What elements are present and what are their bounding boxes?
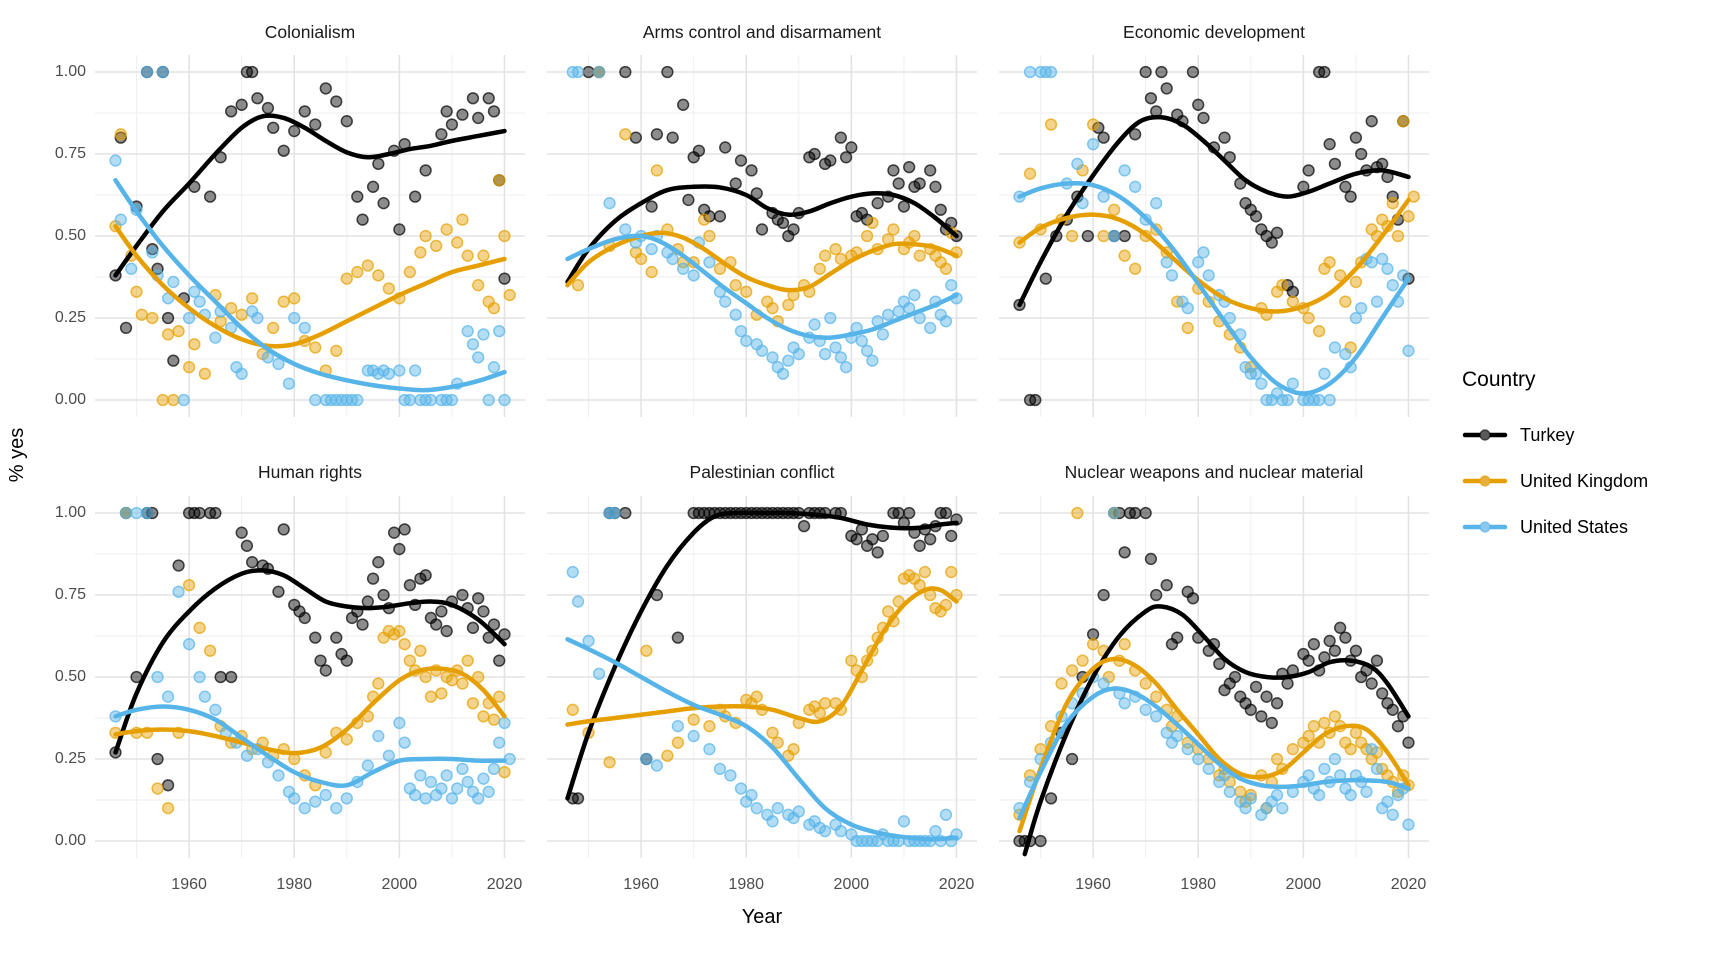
facet-panel-colonialism	[95, 55, 525, 417]
legend-label: United Kingdom	[1520, 470, 1649, 491]
y-axis-title: % yes	[6, 427, 28, 483]
points-turkey	[1013, 506, 1415, 848]
points-united-states	[566, 65, 963, 380]
smooth-line-turkey	[113, 568, 507, 755]
smooth-line-united-states	[565, 233, 959, 340]
legend-key-united-states	[1462, 521, 1508, 533]
x-tick-label: 1980	[1180, 876, 1217, 893]
facet-title-palestinian-conflict: Palestinian conflict	[689, 462, 835, 482]
y-tick-label: 0.50	[54, 227, 86, 244]
x-tick-label: 1960	[623, 876, 659, 893]
points-united-kingdom	[109, 128, 516, 407]
x-tick-label: 2000	[381, 876, 418, 893]
facet-panel-nuclear-weapons-and-nuclear-material	[999, 496, 1429, 858]
points-united-states	[109, 506, 516, 815]
y-tick-label: 1.00	[54, 504, 86, 521]
smooth-line-united-kingdom	[113, 223, 507, 349]
y-tick-label: 0.25	[54, 750, 86, 767]
smooth-line-turkey	[1022, 604, 1411, 857]
smooth-line-turkey	[565, 184, 959, 285]
y-tick-label: 0.75	[54, 145, 86, 162]
x-tick-label: 1980	[728, 876, 765, 893]
x-tick-label: 2020	[938, 876, 975, 893]
smooth-line-united-states	[1017, 686, 1411, 821]
y-tick-label: 0.00	[54, 832, 86, 849]
gridlines	[999, 55, 1429, 417]
legend: Country Turkey United Kingdom United State…	[1462, 368, 1648, 550]
smooth-line-united-states	[565, 637, 959, 842]
points-united-states	[566, 506, 963, 848]
smooth-line-turkey	[565, 510, 959, 801]
x-tick-label: 1960	[171, 876, 207, 893]
x-axis-title: Year	[741, 906, 783, 928]
smooth-line-turkey	[1017, 114, 1411, 308]
legend-title: Country	[1462, 368, 1536, 391]
points-turkey	[109, 65, 511, 367]
y-tick-label: 0.50	[54, 668, 86, 685]
facet-panel-economic-development	[999, 55, 1429, 417]
x-tick-label: 2000	[1285, 876, 1322, 893]
gridlines	[95, 55, 525, 417]
facet-panel-palestinian-conflict	[547, 496, 977, 858]
smooth-line-turkey	[113, 113, 507, 278]
legend-entry-united-kingdom: United Kingdom	[1462, 458, 1648, 504]
legend-key-united-kingdom	[1462, 475, 1508, 487]
x-tick-label: 2000	[833, 876, 870, 893]
smooth-line-united-kingdom	[565, 586, 959, 727]
facet-title-colonialism: Colonialism	[264, 22, 356, 42]
smooth-line-united-kingdom	[113, 666, 507, 756]
legend-entry-united-states: United States	[1462, 504, 1648, 550]
points-turkey	[109, 506, 511, 792]
y-tick-label: 1.00	[54, 63, 86, 80]
x-tick-label: 2020	[486, 876, 523, 893]
y-tick-label: 0.00	[54, 391, 86, 408]
legend-label: Turkey	[1520, 424, 1575, 445]
facet-panel-human-rights	[95, 496, 525, 858]
points-united-states	[1013, 65, 1415, 407]
smooth-line-united-kingdom	[1017, 197, 1411, 314]
smooth-line-united-states	[1017, 180, 1411, 396]
y-tick-label: 0.75	[54, 586, 86, 603]
y-tick-label: 0.25	[54, 309, 86, 326]
x-tick-label: 1980	[276, 876, 313, 893]
legend-entry-turkey: Turkey	[1462, 412, 1648, 458]
legend-key-turkey	[1462, 429, 1508, 441]
facet-title-economic-development: Economic development	[1123, 22, 1305, 42]
points-turkey	[582, 65, 963, 243]
gridlines	[547, 496, 977, 858]
legend-entries: Turkey United Kingdom United States	[1462, 412, 1648, 550]
smooth-line-united-states	[113, 704, 507, 788]
smooth-line-united-states	[113, 177, 507, 393]
facet-panel-arms-control-and-disarmament	[547, 55, 977, 417]
x-tick-label: 1960	[1075, 876, 1111, 893]
facet-title-nuclear-weapons-and-nuclear-material: Nuclear weapons and nuclear material	[1064, 462, 1364, 482]
x-tick-label: 2020	[1390, 876, 1427, 893]
facet-title-arms-control-and-disarmament: Arms control and disarmament	[642, 22, 882, 42]
legend-label: United States	[1520, 516, 1629, 537]
smooth-line-united-kingdom	[565, 230, 959, 293]
facet-title-human-rights: Human rights	[257, 462, 363, 482]
smooth-line-united-kingdom	[1017, 656, 1411, 834]
